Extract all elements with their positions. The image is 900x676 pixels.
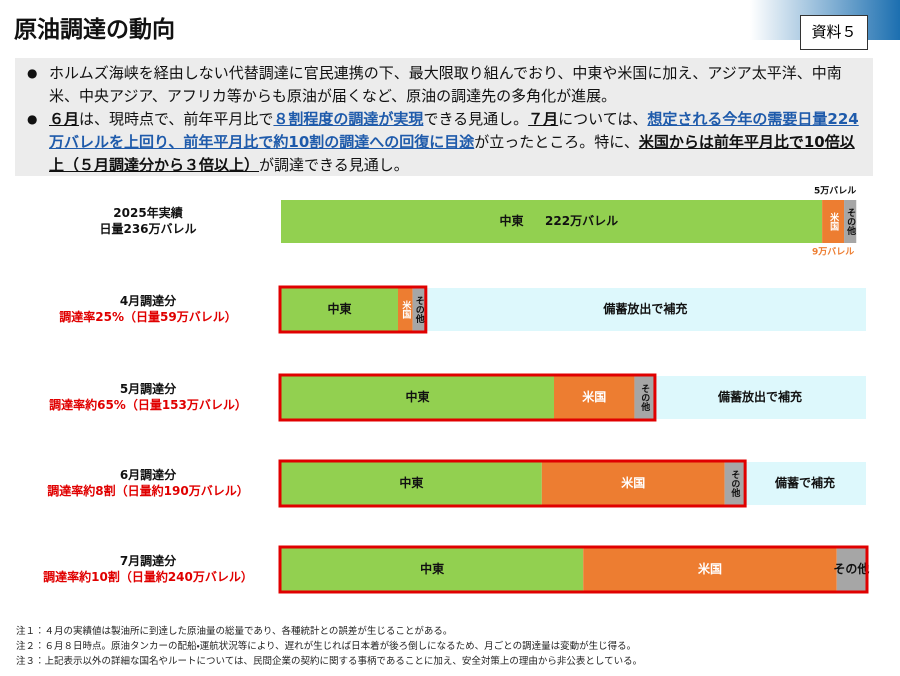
reserve-label: 備蓄で補充	[774, 475, 835, 490]
note: 注２：６月８日時点。原油タンカーの配船・運航状況等により、遅れが生じれば日本着が…	[16, 641, 637, 652]
category-note: 調達率約65%（日量153万バレル）	[49, 397, 247, 412]
note: 注１：４月の実績値は製油所に到達した原油量の総量であり、各種統計との誤差が生じる…	[16, 626, 453, 637]
bar-segment	[844, 200, 857, 243]
category-note: 調達率約8割（日量約190万バレル）	[47, 483, 248, 498]
category-label: 6月調達分	[120, 467, 177, 482]
segment-label: その他	[414, 296, 426, 324]
highlight-outline	[278, 459, 747, 508]
category-note: 日量236万バレル	[99, 222, 196, 236]
reserve-fill	[744, 462, 866, 505]
segment-label: 中東	[405, 389, 429, 404]
bullet-text: ７月	[528, 110, 559, 128]
value-label: 5万バレル	[814, 186, 856, 197]
bullet-text: は、現時点で、前年平月比で	[79, 110, 274, 128]
page-title: 原油調達の動向	[14, 17, 175, 43]
category-label: 2025年実績	[113, 205, 183, 220]
value-label: 9万バレル	[812, 247, 854, 258]
bar-segment	[822, 200, 845, 243]
bar-segment	[398, 288, 413, 331]
category-note: 調達率約10割（日量約240万バレル）	[43, 569, 253, 584]
bullet-text: ８割程度の調達が実現	[273, 110, 424, 128]
bar-segment	[724, 462, 745, 505]
bar-segment	[583, 548, 837, 591]
notes: 注１：４月の実績値は製油所に到達した原油量の総量であり、各種統計との誤差が生じる…	[16, 624, 642, 669]
bar-segment	[281, 200, 823, 243]
segment-label: 中東	[420, 561, 444, 576]
bar-segment	[281, 376, 554, 419]
bullet-text: 米国からは前年平月比で10倍以上（５月調達分から３倍以上）	[49, 133, 855, 174]
bullet-text: ホルムズ海峡を経由しない代替調達に官民連携の下、最大限取り組んでおり、中東や米国…	[49, 64, 842, 105]
reserve-fill	[424, 288, 866, 331]
segment-label: 中東	[399, 475, 423, 490]
note: 注３：上記表示以外の詳細な国名やルートについては、民間企業の契約に関する事柄であ…	[16, 656, 643, 667]
highlight-outline	[278, 285, 428, 334]
bullet-text: できる見通し。	[423, 110, 529, 128]
bullet-text: ６月	[49, 110, 80, 128]
category-label: 4月調達分	[120, 293, 177, 308]
category-label: 5月調達分	[120, 381, 177, 396]
bullet-box: ホルムズ海峡を経由しない代替調達に官民連携の下、最大限取り組んでおり、中東や米国…	[15, 58, 873, 176]
bullet-text: が立ったところ。特に、	[474, 133, 639, 151]
segment-label: その他	[729, 470, 741, 498]
bullet-text: 想定される今年の需要日量224万バレルを上回り、前年平月比で約10割の調達への回…	[49, 110, 859, 151]
segment-label: 中東	[327, 301, 351, 316]
reserve-label: 備蓄放出で補充	[602, 301, 687, 316]
bullet: ６月は、現時点で、前年平月比で８割程度の調達が実現できる見通し。７月については、…	[23, 108, 865, 177]
bar-segment	[281, 548, 584, 591]
segment-label: 米国	[828, 211, 840, 231]
bar-segment	[541, 462, 725, 505]
reserve-label: 備蓄放出で補充	[717, 389, 802, 404]
category-label: 7月調達分	[120, 553, 177, 568]
segment-label: 米国	[698, 561, 722, 576]
bar-segment	[412, 288, 425, 331]
bar-segment	[281, 462, 542, 505]
category-note: 調達率25%（日量59万バレル）	[59, 309, 236, 324]
bullet-text: については、	[558, 110, 648, 128]
reserve-fill	[653, 376, 866, 419]
doc-label: 資料５	[800, 15, 868, 50]
bar-segment	[836, 548, 866, 591]
segment-label: 米国	[400, 299, 412, 319]
segment-label: その他	[833, 561, 869, 576]
highlight-outline	[278, 545, 869, 594]
segment-label: 中東	[500, 213, 524, 228]
segment-label: その他	[639, 384, 651, 412]
bar-segment	[634, 376, 654, 419]
highlight-outline	[278, 373, 657, 422]
value-label: 222万バレル	[545, 214, 618, 228]
segment-label: その他	[845, 208, 857, 236]
segment-label: 米国	[582, 389, 606, 404]
bar-segment	[281, 288, 398, 331]
bullet: ホルムズ海峡を経由しない代替調達に官民連携の下、最大限取り組んでおり、中東や米国…	[23, 62, 865, 108]
bar-segment	[554, 376, 635, 419]
segment-label: 米国	[621, 475, 645, 490]
bullet-text: が調達できる見通し。	[259, 156, 409, 174]
